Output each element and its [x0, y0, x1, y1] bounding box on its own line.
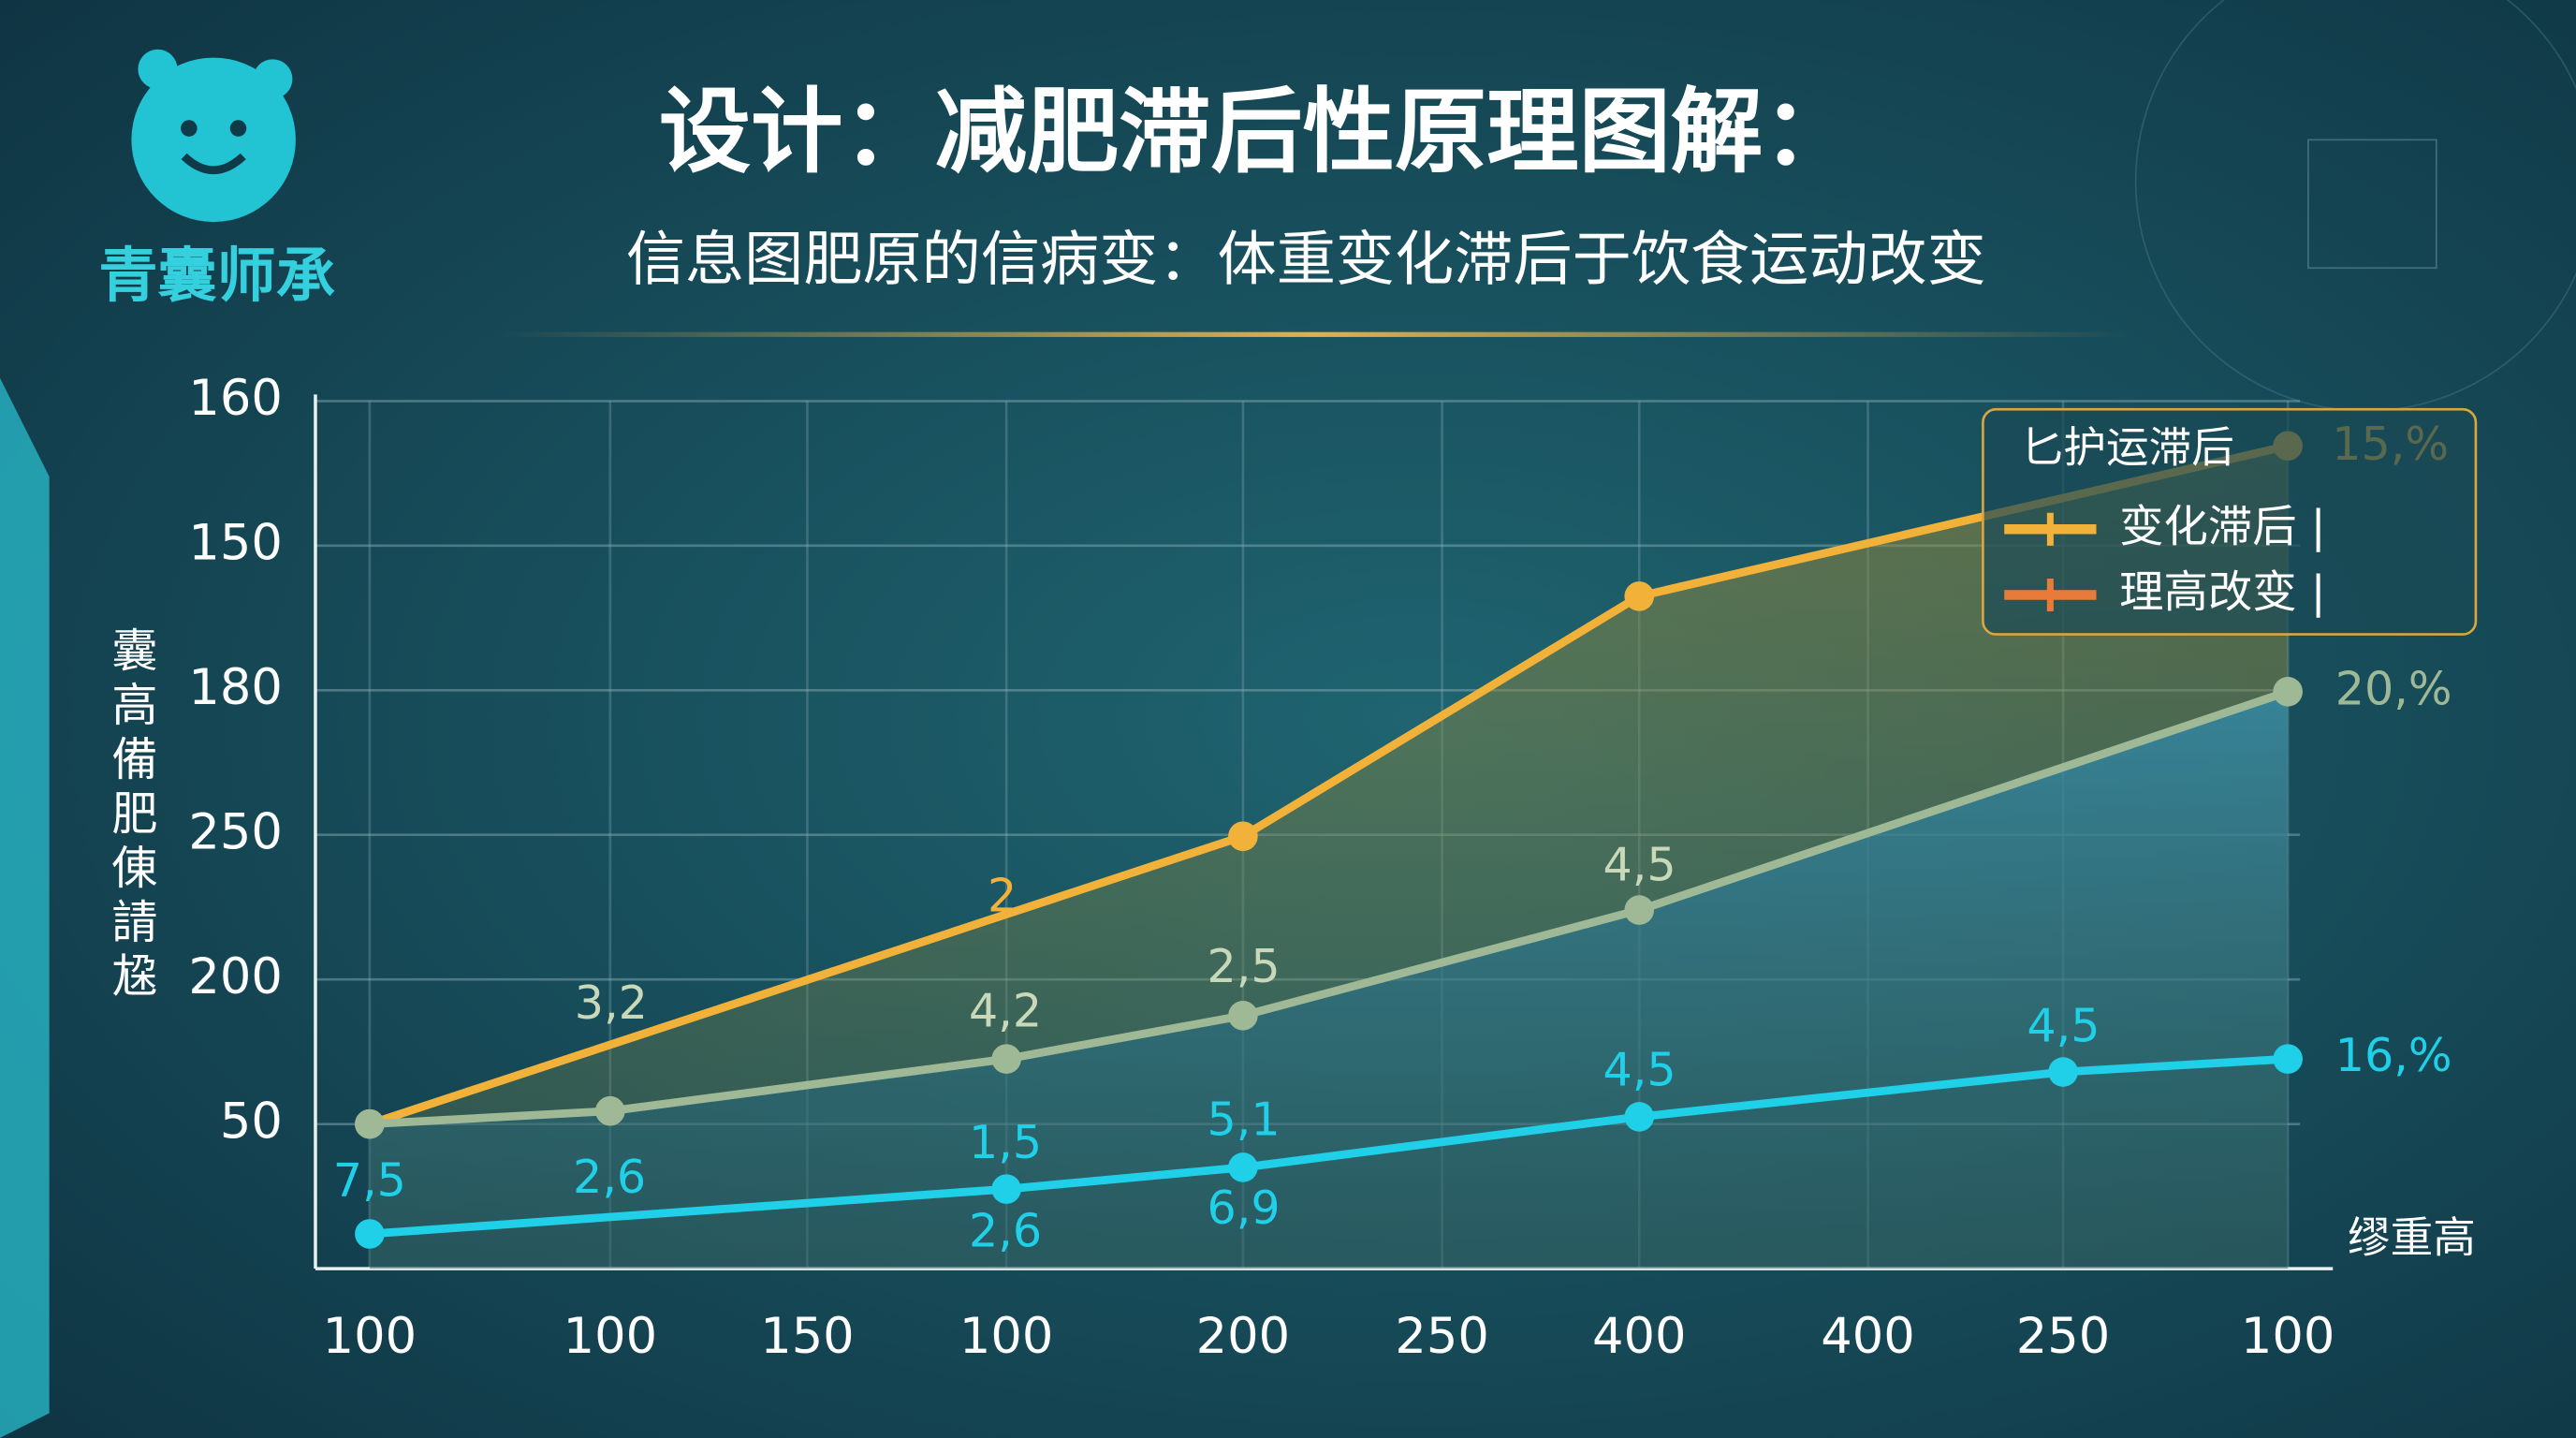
y-axis-label-char: 囊: [111, 624, 157, 678]
logo: [131, 49, 296, 223]
line: [369, 687, 2290, 1129]
point: [1624, 581, 1655, 611]
x-tick-label: 150: [760, 1308, 854, 1365]
point: [2273, 1044, 2303, 1074]
x-tick-label: 100: [323, 1308, 417, 1365]
data-label: 4,5: [1603, 1043, 1676, 1097]
data-label: 2,5: [1208, 939, 1281, 993]
y-axis-label-char: 請: [111, 895, 157, 949]
point: [595, 1095, 625, 1126]
data-label: 16,%: [2335, 1028, 2452, 1082]
line: [369, 1054, 2289, 1239]
y-tick-label: 200: [188, 948, 282, 1005]
legend-title: 匕护运滞后: [2021, 423, 2234, 473]
point: [1228, 1152, 1258, 1182]
y-axis-label-char: 備: [111, 732, 157, 786]
point: [1228, 1001, 1258, 1031]
y-axis-label-char: 肥: [111, 786, 157, 841]
legend-label: 理高改变 |: [2119, 566, 2326, 618]
decor-square: [2307, 139, 2437, 270]
y-tick-label: 50: [220, 1093, 283, 1150]
data-label: 4,2: [969, 984, 1042, 1038]
y-tick-label: 180: [188, 659, 282, 716]
point: [991, 1174, 1021, 1204]
data-label: 7,5: [333, 1152, 406, 1207]
x-tick-label: 100: [564, 1308, 657, 1365]
x-tick-label: 250: [2016, 1308, 2110, 1365]
x-tick-label: 100: [959, 1308, 1053, 1365]
y-tick-label: 150: [188, 514, 282, 571]
line: [368, 441, 2290, 1128]
point: [1228, 821, 1258, 852]
data-label: 2,6: [573, 1150, 646, 1204]
data-label: 1,5: [969, 1115, 1042, 1169]
point: [991, 1044, 1021, 1074]
side-accent: [0, 377, 50, 1438]
y-tick-label: 250: [188, 803, 282, 860]
x-tick-label: 200: [1196, 1308, 1290, 1365]
point: [355, 1219, 385, 1249]
data-label: 3,2: [575, 976, 648, 1030]
brand: 青囊师承: [98, 241, 335, 310]
y-axis-label-char: 高: [111, 678, 157, 732]
area: [369, 691, 2289, 1269]
data-label: 4,5: [2027, 998, 2100, 1052]
x-tick-label: 400: [1821, 1308, 1914, 1365]
x-tick-label: 100: [2241, 1308, 2334, 1365]
data-label: 5,1: [1208, 1092, 1281, 1146]
chart-subtitle: 信息图肥原的信病变：体重变化滞后于饮食运动改变: [626, 225, 1986, 294]
data-label: 4,5: [1603, 837, 1676, 891]
data-label: 20,%: [2335, 662, 2452, 716]
x-tick-label: 250: [1395, 1308, 1488, 1365]
point: [1624, 895, 1655, 925]
y-axis-label-char: 尮: [111, 949, 157, 1004]
y-axis-label-char: 倲: [111, 841, 157, 895]
legend-box: [1982, 407, 2478, 636]
point: [2273, 677, 2303, 707]
x-tick-label: 400: [1592, 1308, 1686, 1365]
y-tick-label: 160: [188, 370, 282, 427]
data-label: 2,6: [969, 1204, 1042, 1258]
divider: [492, 331, 2136, 337]
data-label: 2: [988, 869, 1017, 923]
point: [1624, 1102, 1655, 1132]
x-axis-label: 缪重高: [2348, 1213, 2476, 1263]
point: [355, 1108, 385, 1139]
chart-title: 设计：减肥滞后性原理图解：: [659, 79, 1854, 185]
point: [2048, 1057, 2078, 1087]
legend-label: 变化滞后 |: [2119, 501, 2326, 552]
data-label: 6,9: [1208, 1181, 1281, 1235]
